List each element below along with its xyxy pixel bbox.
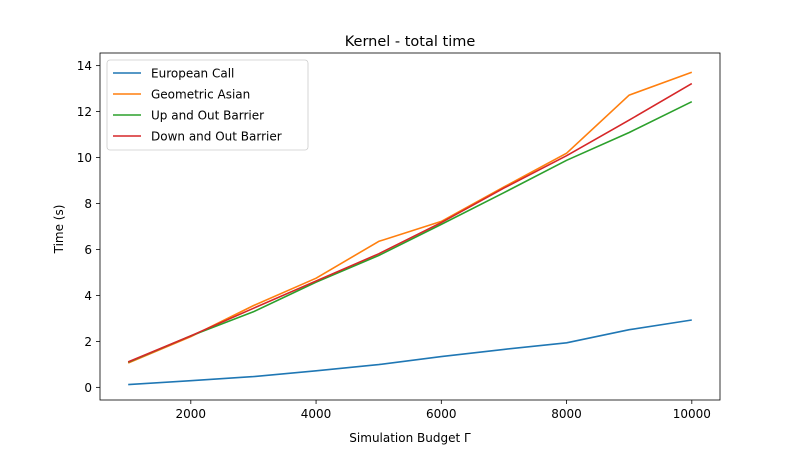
y-tick-label: 10 [77, 151, 92, 165]
chart-title: Kernel - total time [345, 34, 476, 50]
y-tick-label: 8 [84, 197, 92, 211]
y-tick-label: 6 [84, 243, 92, 257]
legend-label-up-and-out-barrier: Up and Out Barrier [151, 109, 264, 123]
x-tick-label: 4000 [301, 407, 332, 421]
y-tick-label: 14 [77, 59, 92, 73]
y-axis-label: Time (s) [52, 205, 66, 255]
x-axis-label: Simulation Budget Γ [349, 431, 471, 445]
plot-frame [99, 52, 721, 401]
y-tick-label: 12 [77, 105, 92, 119]
series-line-down-and-out-barrier [127, 82, 693, 363]
legend-label-european-call: European Call [151, 67, 234, 81]
series-line-european-call [128, 319, 692, 386]
legend-label-geometric-asian: Geometric Asian [151, 88, 250, 102]
legend-label-down-and-out-barrier: Down and Out Barrier [151, 130, 282, 144]
x-tick-label: 6000 [426, 407, 457, 421]
y-tick-label: 0 [84, 381, 92, 395]
series-line-up-and-out-barrier [127, 100, 693, 364]
y-axis: 0 2 4 6 8 10 12 14 [77, 59, 100, 395]
y-tick-label: 2 [84, 335, 92, 349]
legend-box [106, 59, 309, 151]
series-layer [127, 71, 693, 386]
y-tick-label: 4 [84, 289, 92, 303]
x-tick-label: 2000 [176, 407, 207, 421]
legend: European Call Geometric Asian Up and Out B… [106, 59, 309, 151]
x-axis: 2000 4000 6000 8000 10000 [176, 400, 711, 421]
x-tick-label: 10000 [673, 407, 711, 421]
series-line-geometric-asian [127, 71, 693, 364]
x-tick-label: 8000 [551, 407, 582, 421]
